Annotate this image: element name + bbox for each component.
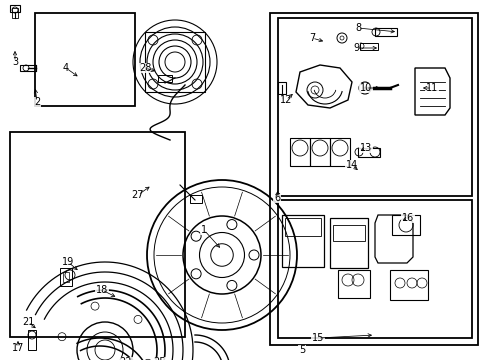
Text: 1: 1 — [201, 225, 206, 235]
Text: 25: 25 — [153, 357, 166, 360]
Text: 12: 12 — [279, 95, 292, 105]
Bar — [35, 13, 135, 106]
Bar — [60, 268, 72, 286]
Text: 10: 10 — [359, 83, 371, 93]
Bar — [391, 215, 419, 235]
Bar — [332, 225, 364, 241]
Text: 15: 15 — [311, 333, 324, 343]
Text: 3: 3 — [12, 57, 18, 67]
Bar — [389, 270, 427, 300]
Bar — [357, 148, 379, 157]
Bar — [12, 8, 18, 18]
Text: 9: 9 — [352, 43, 358, 53]
Text: 5: 5 — [298, 345, 305, 355]
Bar — [337, 270, 369, 298]
Bar — [282, 215, 324, 267]
Bar — [28, 330, 36, 350]
Text: 16: 16 — [401, 213, 413, 223]
Text: 19: 19 — [62, 257, 74, 267]
Text: 13: 13 — [359, 143, 371, 153]
Text: 6: 6 — [273, 193, 280, 203]
Bar — [145, 32, 204, 92]
Text: 28: 28 — [139, 63, 151, 73]
Bar — [190, 195, 202, 203]
Bar — [20, 65, 36, 71]
Bar — [63, 272, 69, 282]
Bar — [278, 82, 285, 94]
Text: 18: 18 — [96, 285, 108, 295]
Bar — [158, 75, 172, 82]
Bar — [285, 218, 320, 236]
Text: 21: 21 — [22, 317, 34, 327]
Text: 22: 22 — [120, 357, 132, 360]
Text: 11: 11 — [425, 83, 437, 93]
Text: 8: 8 — [354, 23, 360, 33]
Text: 17: 17 — [12, 343, 24, 353]
Bar — [329, 138, 349, 166]
Bar — [309, 138, 329, 166]
Bar — [278, 18, 471, 196]
Text: 4: 4 — [63, 63, 69, 73]
Bar — [329, 218, 367, 268]
Text: 7: 7 — [308, 33, 314, 43]
Bar — [374, 28, 396, 36]
Text: 14: 14 — [345, 160, 357, 170]
Text: 2: 2 — [34, 97, 40, 107]
Bar — [269, 13, 477, 345]
Bar — [10, 5, 20, 12]
Bar — [289, 138, 309, 166]
Bar — [359, 43, 377, 50]
Bar — [278, 200, 471, 338]
Text: 27: 27 — [131, 190, 144, 200]
Bar — [10, 132, 184, 337]
